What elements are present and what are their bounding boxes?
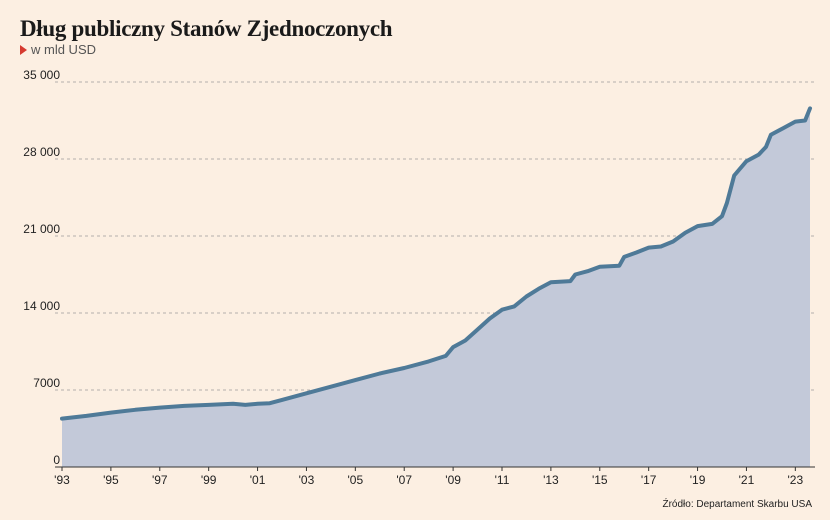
- x-tick-label: '03: [299, 473, 315, 487]
- source-note: Źródło: Departament Skarbu USA: [662, 499, 812, 510]
- series-area: [62, 108, 810, 468]
- y-tick-label: 35 000: [23, 68, 60, 82]
- x-tick-label: '97: [152, 473, 168, 487]
- chart-title: Dług publiczny Stanów Zjednoczonych: [20, 16, 393, 41]
- y-tick-label: 14 000: [23, 299, 60, 313]
- x-tick-label: '07: [396, 473, 412, 487]
- series-line: [60, 106, 812, 421]
- y-tick-label: 7000: [33, 376, 60, 390]
- x-tick-label: '05: [348, 473, 364, 487]
- x-tick-label: '21: [739, 473, 755, 487]
- x-tick-label: '93: [54, 473, 70, 487]
- subtitle-text: w mld USD: [31, 42, 97, 57]
- x-tick-label: '11: [495, 473, 510, 487]
- x-axis-ticks: '93 '95 '97 '99 '01 '03 '05 '07 '09 '11 '13 '15 '17 '…: [54, 466, 815, 487]
- x-tick-label: '19: [690, 473, 706, 487]
- red-triangle-icon: [20, 45, 27, 55]
- x-tick-label: '01: [250, 473, 266, 487]
- y-tick-label: 21 000: [23, 222, 60, 236]
- chart-subtitle: w mld USD: [20, 42, 96, 57]
- x-tick-label: '13: [543, 473, 559, 487]
- y-tick-label: 28 000: [23, 145, 60, 159]
- y-tick-label: 0: [53, 453, 60, 467]
- y-axis-ticks: 0 7000 14 000 21 000 28 000 35 000: [23, 68, 60, 467]
- x-tick-label: '95: [103, 473, 119, 487]
- x-tick-label: '23: [788, 473, 804, 487]
- x-tick-label: '17: [641, 473, 657, 487]
- x-tick-label: '99: [201, 473, 217, 487]
- x-tick-label: '09: [445, 473, 461, 487]
- x-tick-label: '15: [592, 473, 608, 487]
